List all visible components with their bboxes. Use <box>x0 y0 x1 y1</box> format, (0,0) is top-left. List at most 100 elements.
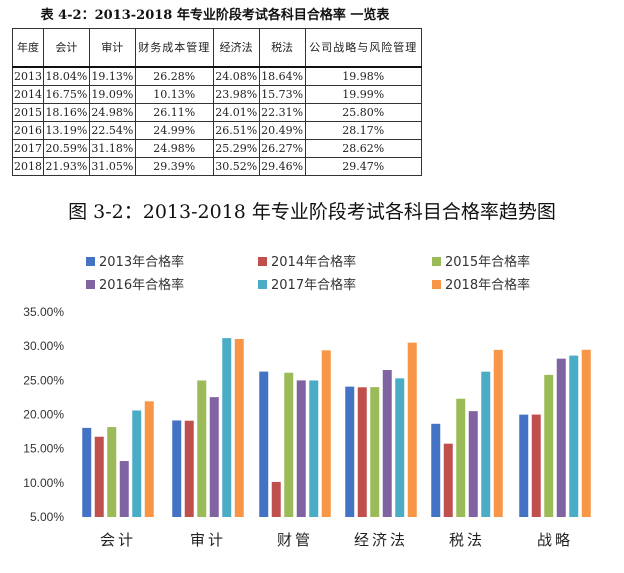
y-tick-label: 15.00% <box>23 442 64 456</box>
table-cell: 18.16% <box>42 103 90 122</box>
y-tick-label: 25.00% <box>23 373 64 387</box>
bar <box>234 338 244 517</box>
legend-swatch <box>432 280 441 289</box>
legend-label: 2015年合格率 <box>445 254 530 270</box>
bar <box>82 427 92 517</box>
bar <box>209 397 219 517</box>
bar <box>481 371 491 517</box>
bar <box>309 380 319 517</box>
table-cell: 19.13% <box>88 66 136 86</box>
legend-label: 2014年合格率 <box>271 254 356 270</box>
table-cell: 29.39% <box>134 157 214 176</box>
bar <box>443 443 453 517</box>
bar <box>345 386 355 517</box>
table-cell: 22.54% <box>88 121 136 140</box>
bar <box>357 387 367 517</box>
bar <box>395 378 405 517</box>
table-row: 2018 21.93% 31.05% 29.39% 30.52% 29.46% 29.47% <box>12 157 423 176</box>
bar <box>468 411 478 517</box>
table-cell: 25.80% <box>304 103 423 122</box>
bar <box>382 370 392 517</box>
bar <box>119 461 129 517</box>
table-row: 2013 18.04% 19.13% 26.28% 24.08% 18.64% 19.98% <box>12 66 423 86</box>
bar <box>172 420 182 517</box>
bar <box>456 398 466 517</box>
table-cell: 24.01% <box>212 103 260 122</box>
column-header: 会计 <box>42 28 90 68</box>
table-cell: 2018 <box>12 157 44 176</box>
y-tick-label: 35.00% <box>23 305 64 319</box>
table-cell: 30.52% <box>212 157 260 176</box>
column-header: 经济法 <box>212 28 260 68</box>
bar <box>569 355 579 517</box>
bar <box>271 481 281 517</box>
table-row: 2014 16.75% 19.09% 10.13% 23.98% 15.73% 19.99% <box>12 85 423 104</box>
bar <box>184 420 194 517</box>
legend-swatch <box>258 280 267 289</box>
y-tick-label: 5.00% <box>30 510 64 524</box>
bar <box>144 401 154 517</box>
y-tick-label: 30.00% <box>23 339 64 353</box>
bar <box>296 380 306 517</box>
table-title: 表 4-2：2013-2018 年专业阶段考试各科目合格率 一览表 <box>40 8 390 23</box>
column-header: 审计 <box>88 28 136 68</box>
bar <box>519 414 529 517</box>
bar <box>370 387 380 517</box>
legend-swatch <box>432 257 441 266</box>
bar <box>556 358 566 517</box>
legend-swatch <box>86 257 95 266</box>
y-tick-label: 20.00% <box>23 408 64 422</box>
column-header: 财务成本管理 <box>134 28 214 68</box>
x-tick-label: 审计 <box>190 531 226 549</box>
bar <box>259 371 269 517</box>
table-cell: 31.18% <box>88 139 136 158</box>
bar <box>132 410 142 517</box>
table-cell: 2015 <box>12 103 44 122</box>
x-tick-label: 财管 <box>277 531 313 549</box>
x-tick-label: 经济法 <box>354 531 408 549</box>
bar <box>581 349 591 517</box>
bar <box>197 380 207 517</box>
legend-swatch <box>86 280 95 289</box>
bar <box>493 349 503 517</box>
bar <box>431 423 441 517</box>
table-cell: 25.29% <box>212 139 260 158</box>
table-cell: 21.93% <box>42 157 90 176</box>
table-cell: 19.99% <box>304 85 423 104</box>
bar <box>284 372 294 517</box>
legend-label: 2016年合格率 <box>99 277 184 293</box>
legend-label: 2013年合格率 <box>99 254 184 270</box>
table-cell: 20.49% <box>258 121 306 140</box>
bar <box>407 342 417 517</box>
table-cell: 24.99% <box>134 121 214 140</box>
table-cell: 29.47% <box>304 157 423 176</box>
pass-rate-table: 年度 会计 审计 财务成本管理 经济法 税法 公司战略与风险管理 2013 18.04% 19.… <box>12 28 423 176</box>
bar <box>107 427 117 517</box>
legend-label: 2018年合格率 <box>445 277 530 293</box>
x-tick-label: 会计 <box>100 531 136 549</box>
column-header: 公司战略与风险管理 <box>304 28 423 68</box>
x-tick-label: 税法 <box>449 531 485 549</box>
chart-title: 图 3-2：2013-2018 年专业阶段考试各科目合格率趋势图 <box>68 201 556 223</box>
y-tick-label: 10.00% <box>23 476 64 490</box>
bar <box>94 436 104 517</box>
table-cell: 31.05% <box>88 157 136 176</box>
x-tick-label: 战略 <box>537 531 573 549</box>
table-cell: 19.09% <box>88 85 136 104</box>
bar <box>321 350 331 517</box>
table-cell: 2014 <box>12 85 44 104</box>
table-cell: 2016 <box>12 121 44 140</box>
bar <box>544 374 554 517</box>
column-header: 税法 <box>258 28 306 68</box>
table-row: 2017 20.59% 31.18% 24.98% 25.29% 26.27% 28.62% <box>12 139 423 158</box>
table-cell: 10.13% <box>134 85 214 104</box>
table-cell: 22.31% <box>258 103 306 122</box>
legend-swatch <box>258 257 267 266</box>
legend-label: 2017年合格率 <box>271 277 356 293</box>
table-cell: 29.46% <box>258 157 306 176</box>
column-header: 年度 <box>12 28 44 68</box>
bar <box>531 414 541 517</box>
bar <box>222 338 232 517</box>
